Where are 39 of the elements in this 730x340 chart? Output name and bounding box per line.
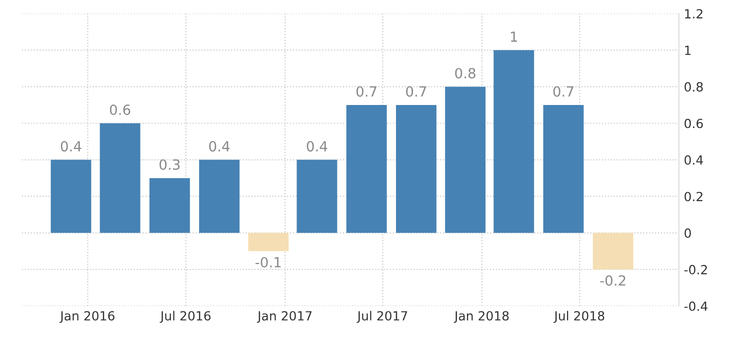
data-label: 1 (510, 32, 517, 42)
data-label: 0.7 (553, 86, 574, 97)
x-tick-label: Jan 2017 (256, 311, 312, 323)
bar (543, 104, 584, 233)
data-label: -0.2 (600, 275, 626, 286)
data-label: 0.4 (209, 141, 230, 152)
y-tick-label: 0.8 (684, 82, 703, 92)
y-tick-label: -0.2 (684, 264, 707, 274)
data-label: 0.3 (160, 159, 180, 170)
data-label: -0.1 (256, 256, 281, 268)
y-tick-label: -0.4 (684, 301, 708, 311)
bar (199, 160, 240, 233)
y-tick-label: 0.2 (684, 192, 702, 202)
data-label: 0.4 (60, 141, 82, 152)
data-label: 0.7 (406, 86, 426, 97)
bar (592, 232, 634, 270)
bar (296, 160, 338, 233)
x-tick-label: Jul 2016 (160, 310, 211, 323)
x-tick-label: Jul 2018 (554, 310, 604, 323)
data-label: 0.6 (110, 104, 130, 116)
bar (248, 232, 289, 252)
data-label: 0.7 (356, 86, 376, 97)
y-tick-label: 0.4 (684, 155, 703, 165)
y-tick-label: 1.2 (685, 9, 702, 18)
bar (445, 86, 486, 233)
bar (149, 178, 190, 233)
data-label: 0.4 (306, 141, 328, 152)
data-label: 0.8 (455, 68, 476, 78)
x-tick-label: Jan 2016 (60, 311, 114, 323)
bar (100, 123, 140, 233)
bar (50, 160, 92, 233)
y-tick-label: 0.6 (684, 118, 703, 128)
bar (396, 104, 436, 233)
y-tick-label: 1 (685, 46, 691, 55)
x-tick-label: Jan 2018 (454, 311, 509, 323)
x-tick-label: Jul 2017 (356, 310, 408, 323)
bar (494, 50, 534, 233)
y-tick-label: 0 (684, 228, 691, 238)
bar (346, 104, 387, 233)
